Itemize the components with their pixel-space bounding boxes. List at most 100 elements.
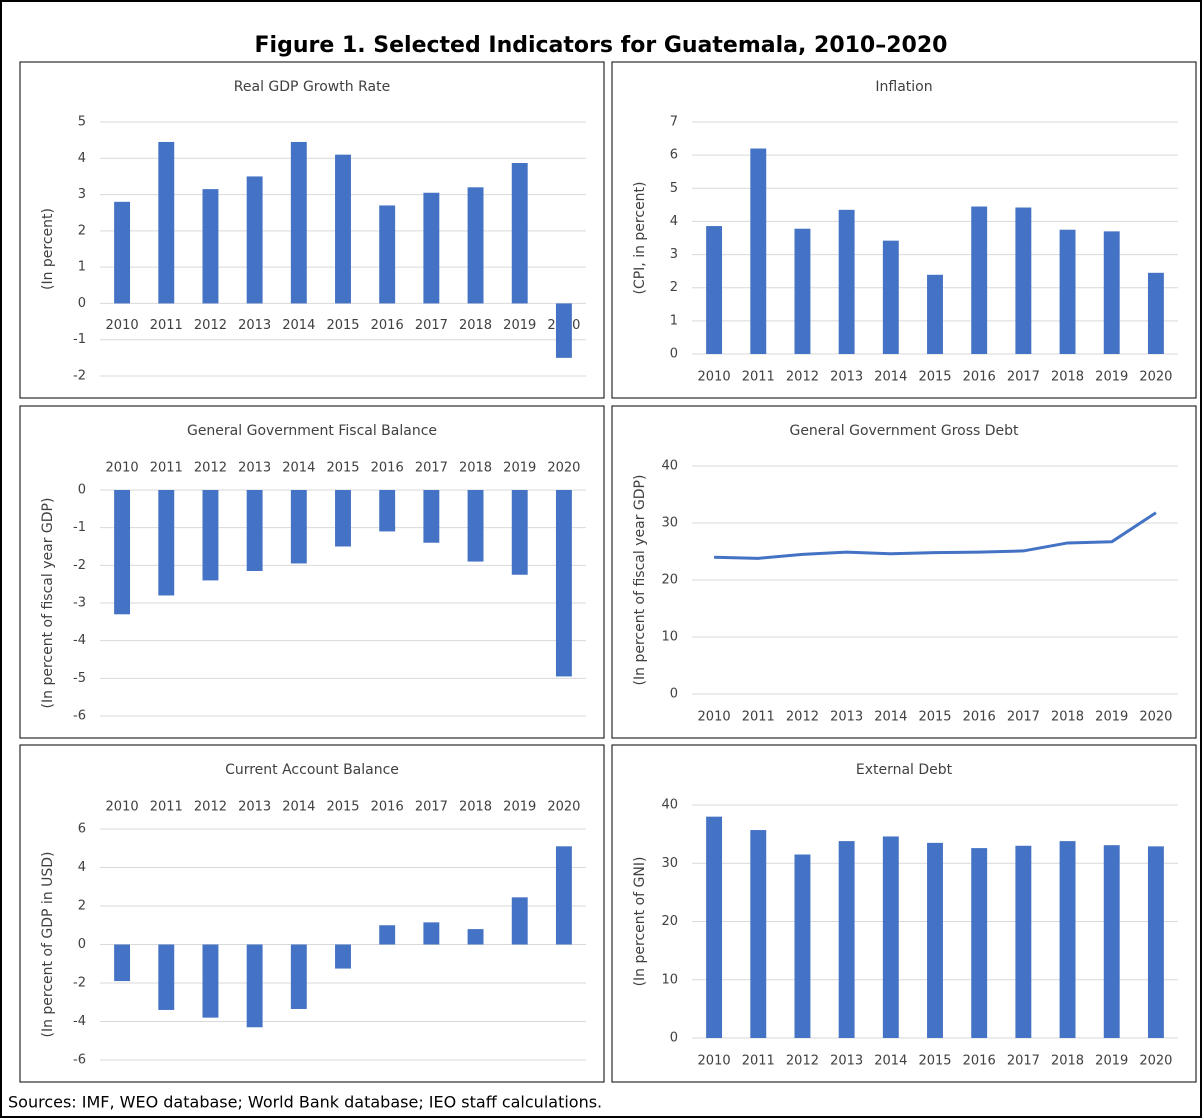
x-tick-label: 2015	[918, 1054, 951, 1069]
bar	[706, 816, 723, 1038]
bar	[555, 490, 572, 677]
x-tick-label: 2013	[830, 710, 863, 725]
bar	[158, 944, 175, 1010]
bar	[794, 854, 811, 1038]
bar	[1015, 845, 1032, 1038]
x-tick-label: 2014	[874, 710, 907, 725]
x-tick-label: 2010	[106, 800, 139, 815]
y-tick-label: 2	[670, 280, 678, 295]
bar	[290, 141, 307, 304]
bar	[423, 490, 440, 543]
x-tick-label: 2015	[326, 318, 359, 333]
bar	[511, 897, 528, 945]
x-tick-label: 2011	[150, 800, 183, 815]
y-tick-label: 0	[78, 296, 86, 311]
y-tick-label: 6	[670, 148, 678, 163]
bar	[971, 206, 988, 354]
y-tick-label: 5	[78, 115, 86, 130]
bar	[927, 842, 943, 1038]
x-tick-label: 2017	[415, 318, 448, 333]
x-tick-label: 2016	[371, 800, 404, 815]
figure-title: Figure 1. Selected Indicators for Guatem…	[255, 33, 948, 58]
x-tick-label: 2016	[371, 318, 404, 333]
bar	[423, 192, 440, 304]
x-tick-label: 2020	[547, 461, 580, 476]
y-tick-label: -1	[73, 520, 86, 535]
bar	[882, 240, 899, 354]
x-tick-label: 2019	[1095, 1054, 1128, 1069]
bar	[750, 148, 767, 354]
bar	[335, 154, 351, 304]
x-tick-label: 2019	[1095, 710, 1128, 725]
bar	[794, 228, 811, 354]
x-tick-label: 2017	[1007, 370, 1040, 385]
y-tick-label: 2	[78, 899, 86, 914]
y-tick-label: 0	[670, 347, 678, 362]
bar	[379, 490, 396, 532]
bar	[1147, 846, 1164, 1038]
bar	[1015, 207, 1032, 354]
x-tick-label: 2014	[282, 318, 315, 333]
chart-title: External Debt	[856, 762, 953, 778]
y-tick-label: 4	[670, 214, 678, 229]
x-tick-label: 2016	[371, 461, 404, 476]
x-tick-label: 2016	[963, 370, 996, 385]
y-tick-label: 10	[661, 630, 678, 645]
x-tick-label: 2017	[415, 461, 448, 476]
x-tick-label: 2019	[503, 800, 536, 815]
y-tick-label: -4	[73, 633, 86, 648]
y-tick-label: -1	[73, 332, 86, 347]
x-tick-label: 2011	[742, 710, 775, 725]
bar	[555, 303, 572, 358]
bar	[202, 490, 219, 581]
x-tick-label: 2018	[459, 461, 492, 476]
x-tick-label: 2012	[786, 710, 819, 725]
y-tick-label: 6	[78, 822, 86, 837]
x-tick-label: 2013	[238, 318, 271, 333]
y-tick-label: 3	[670, 247, 678, 262]
panel-border	[611, 744, 1197, 1083]
bar	[158, 141, 175, 304]
panel-border	[19, 61, 605, 399]
chart-title: Inflation	[875, 79, 932, 95]
bar	[379, 205, 396, 304]
bar	[114, 944, 131, 982]
bar	[335, 944, 351, 969]
x-tick-label: 2013	[830, 370, 863, 385]
bar	[379, 925, 396, 945]
y-axis-label: (In percent of fiscal year GDP)	[632, 475, 648, 686]
bar	[511, 490, 528, 575]
y-tick-label: 10	[661, 972, 678, 987]
bar	[1059, 229, 1076, 354]
x-tick-label: 2010	[106, 461, 139, 476]
y-tick-label: -2	[73, 369, 86, 384]
y-tick-label: 0	[78, 937, 86, 952]
bar	[290, 490, 307, 564]
y-tick-label: 2	[78, 223, 86, 238]
x-tick-label: 2011	[742, 370, 775, 385]
x-tick-label: 2017	[415, 800, 448, 815]
source-note: Sources: IMF, WEO database; World Bank d…	[8, 1093, 602, 1112]
y-tick-label: -5	[73, 671, 86, 686]
bar	[114, 201, 131, 304]
y-tick-label: 30	[661, 856, 678, 871]
x-tick-label: 2010	[698, 1054, 731, 1069]
line	[714, 511, 1157, 560]
x-tick-label: 2018	[1051, 710, 1084, 725]
x-tick-label: 2018	[1051, 1054, 1084, 1069]
x-tick-label: 2010	[698, 710, 731, 725]
y-tick-label: -2	[73, 976, 86, 991]
bar	[750, 830, 767, 1038]
bar	[511, 163, 528, 304]
y-tick-label: 1	[78, 260, 86, 275]
x-tick-label: 2016	[963, 1054, 996, 1069]
y-tick-label: 3	[78, 187, 86, 202]
x-tick-label: 2019	[503, 461, 536, 476]
x-tick-label: 2011	[150, 318, 183, 333]
y-tick-label: 7	[670, 115, 678, 130]
panel-border	[611, 61, 1197, 399]
y-axis-label: (CPI, in percent)	[632, 181, 648, 294]
y-tick-label: 30	[661, 516, 678, 531]
